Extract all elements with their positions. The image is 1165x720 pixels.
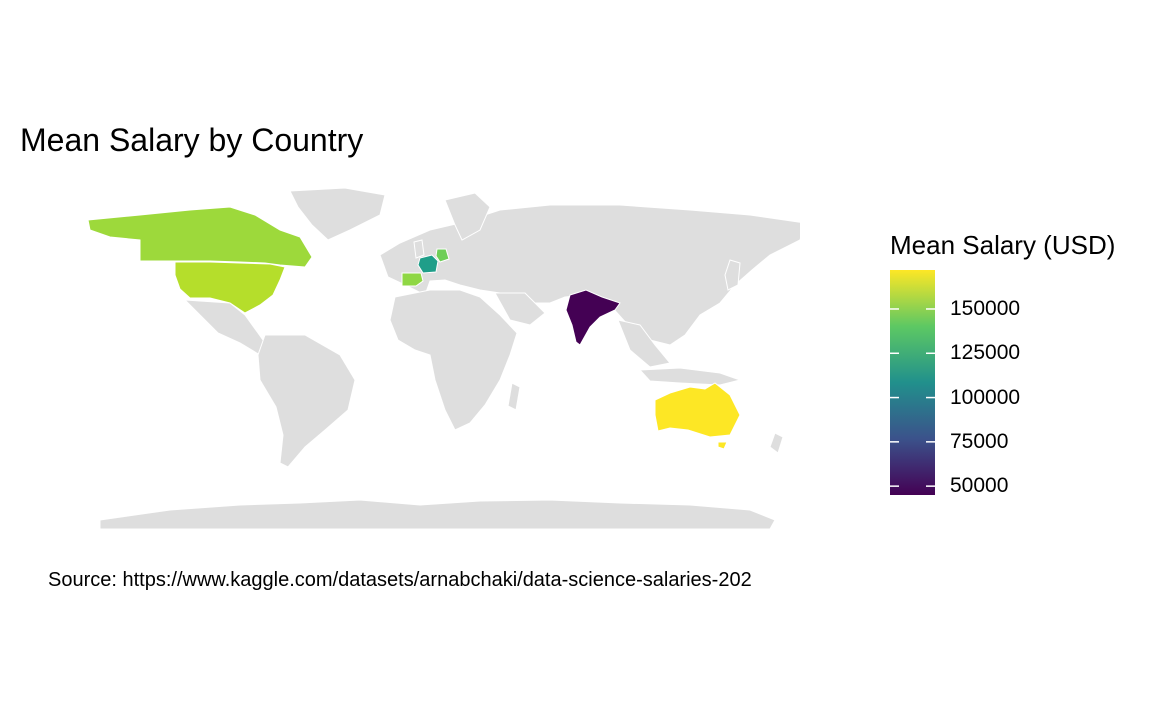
south-america [257,334,356,468]
legend-title: Mean Salary (USD) [890,230,1116,260]
legend-tick-label: 150000 [950,296,1021,320]
japan [724,259,741,291]
legend-colorbar [890,270,935,495]
source-caption: Source: https://www.kaggle.com/datasets/… [48,569,752,591]
eurasia [379,204,800,346]
germany [435,248,450,263]
africa [389,289,518,431]
indonesia [638,367,742,386]
world-map [87,187,800,530]
tasmania [717,441,728,450]
map-title: Mean Salary by Country [20,122,364,158]
united-states [174,261,286,314]
united-kingdom [413,239,425,259]
legend-tick-label: 125000 [950,341,1021,365]
southeast-asia [617,319,671,368]
legend-tick-label: 50000 [950,474,1009,498]
canada [87,206,313,268]
spain [401,272,424,287]
madagascar [507,382,521,411]
scandinavia [444,192,491,241]
legend-tick-label: 75000 [950,429,1009,453]
france [417,254,439,274]
australia [654,382,741,438]
india [565,289,621,346]
greenland [289,187,386,241]
arabia [494,292,546,326]
antarctica [99,499,776,530]
new-zealand [769,432,784,454]
legend-tick-label: 100000 [950,385,1021,409]
